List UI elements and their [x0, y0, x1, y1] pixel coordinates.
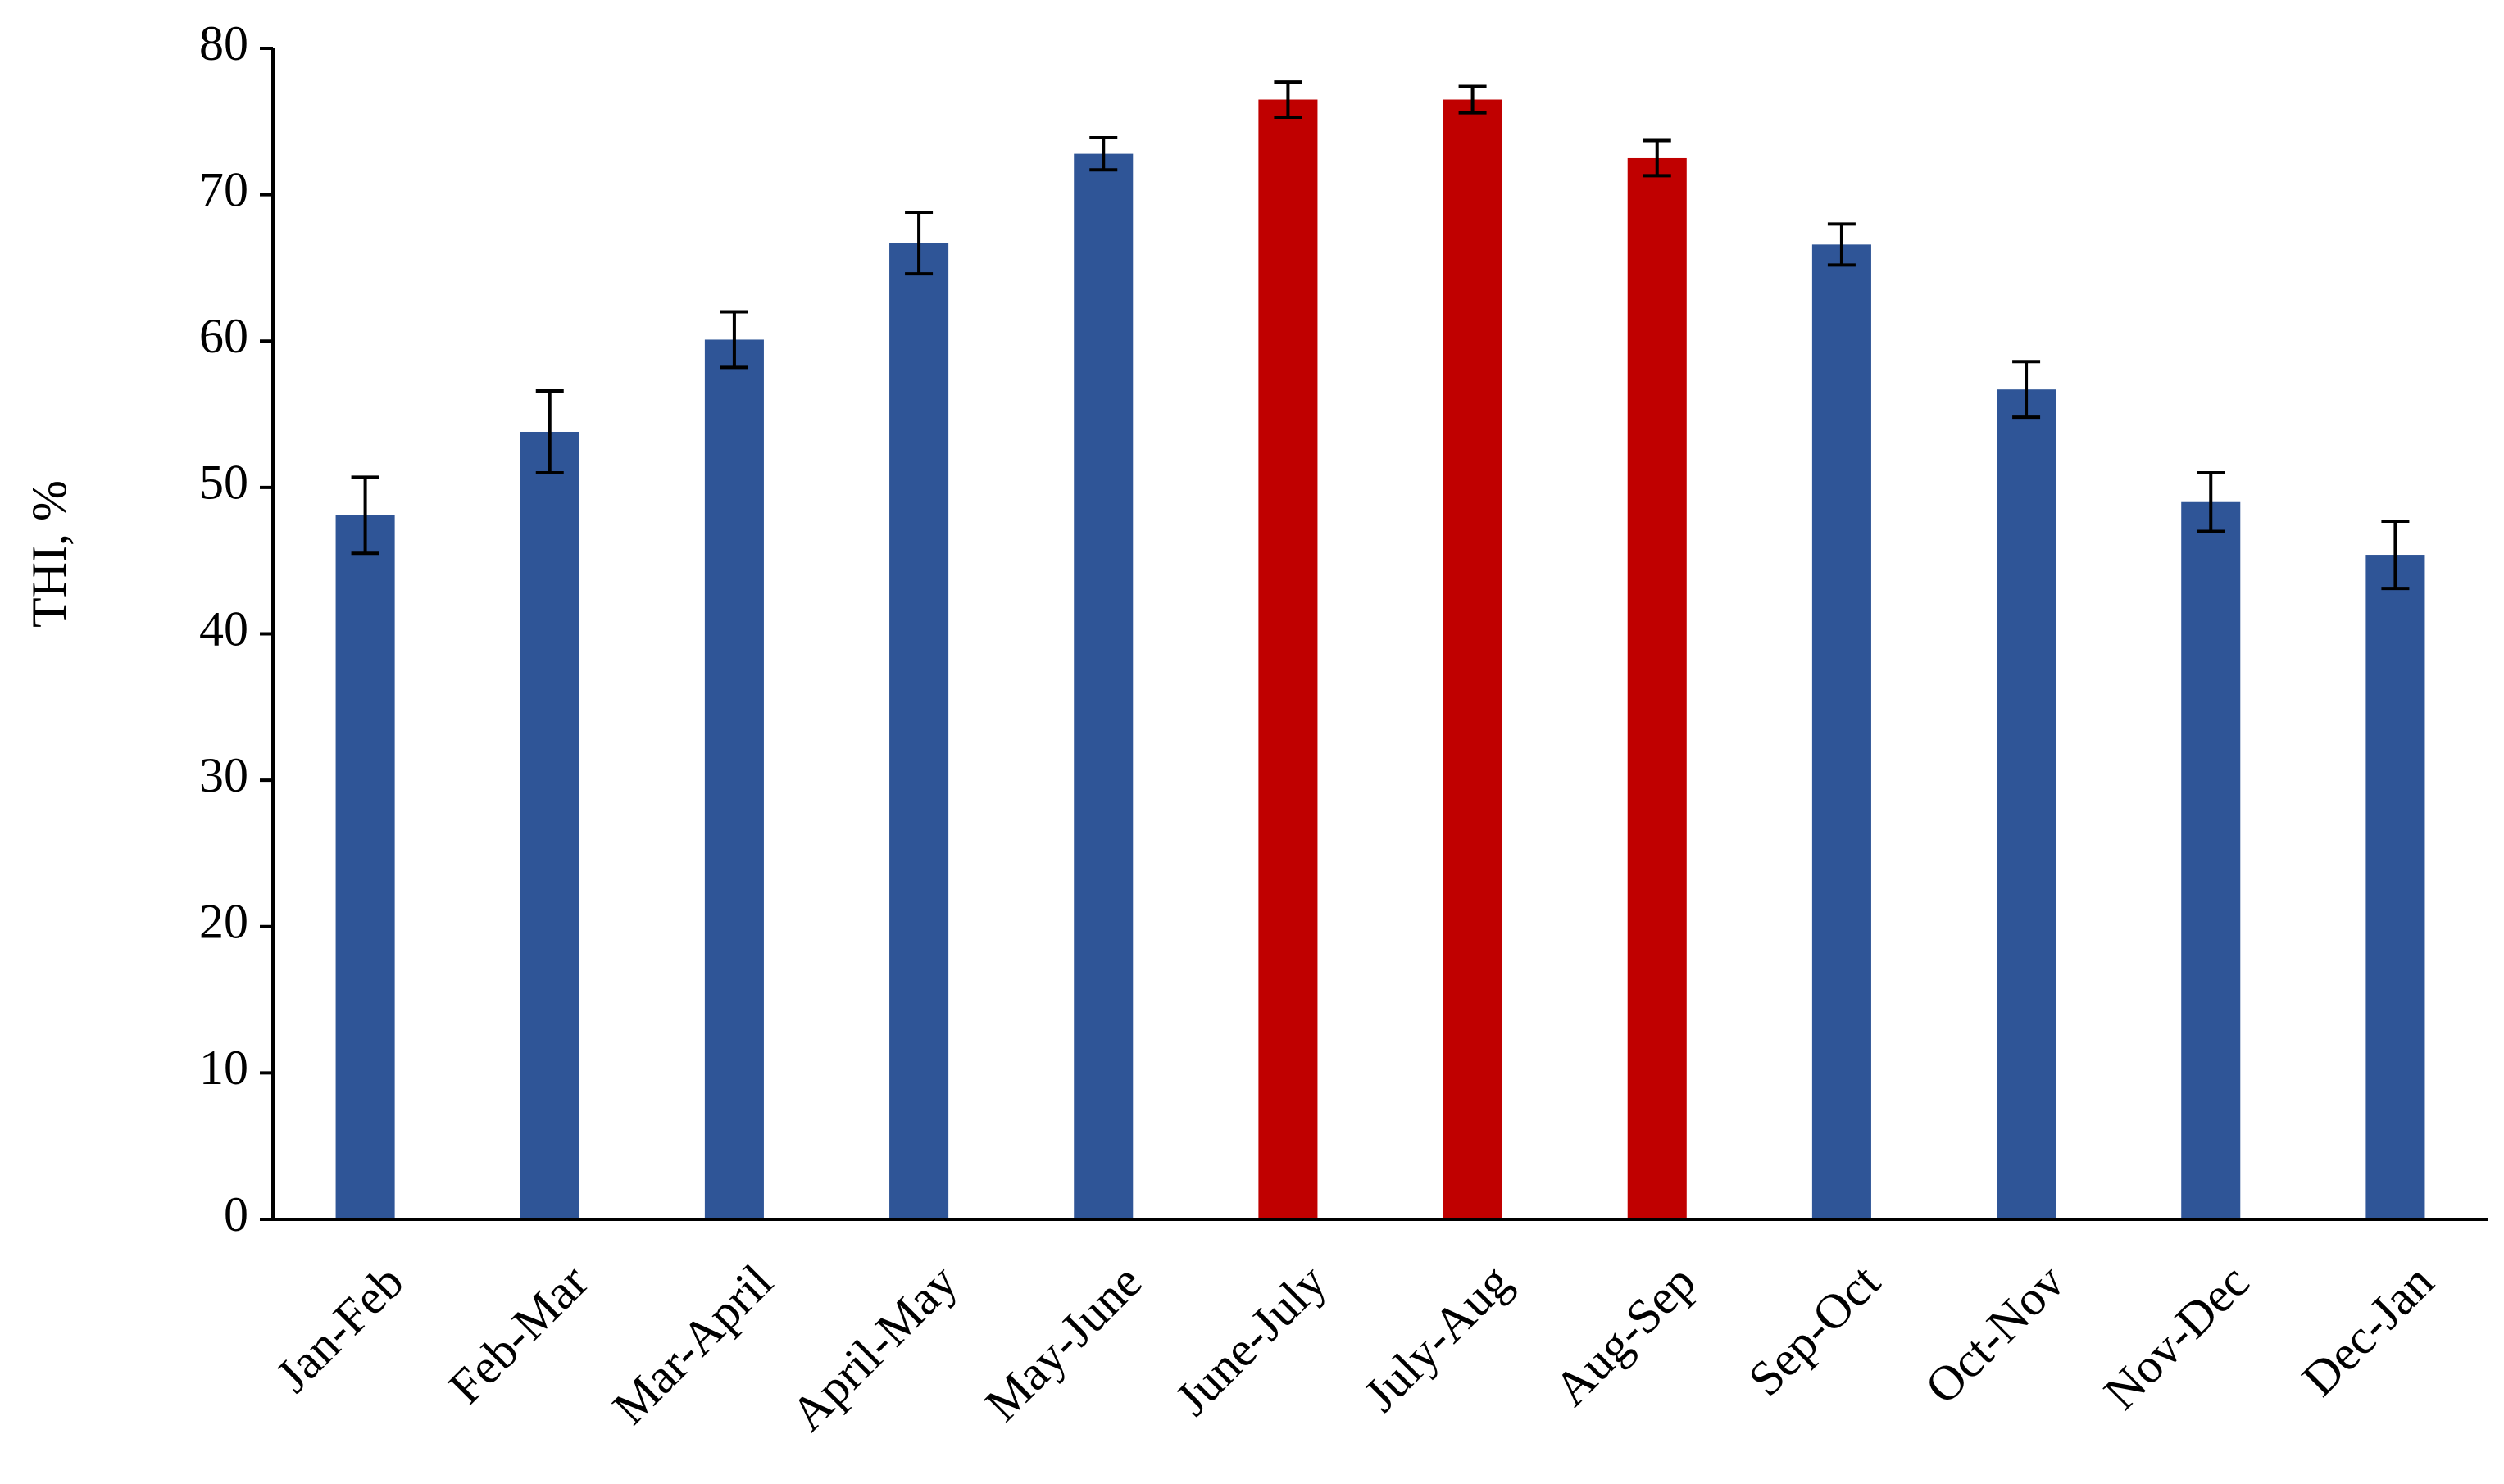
x-tick-label: May-June — [975, 1255, 1152, 1432]
error-bar — [1458, 84, 1487, 115]
x-tick-label: Oct-Nov — [1915, 1255, 2075, 1414]
bar — [520, 431, 579, 1219]
error-bar — [720, 310, 748, 370]
y-tick-label: 80 — [199, 16, 248, 70]
y-tick-label: 40 — [199, 601, 248, 656]
bar — [335, 515, 395, 1219]
bar — [1997, 389, 2056, 1219]
x-tick-label: Jan-Feb — [266, 1255, 414, 1403]
y-tick-label: 60 — [199, 309, 248, 363]
error-bar — [2381, 519, 2410, 591]
bar — [1443, 99, 1502, 1219]
bar — [1627, 157, 1687, 1219]
bar — [1811, 244, 1871, 1219]
x-tick-label: Feb-Mar — [439, 1255, 598, 1414]
error-bar — [351, 475, 379, 556]
bar — [2365, 555, 2425, 1219]
y-tick-label: 20 — [199, 895, 248, 949]
error-bar — [1827, 222, 1856, 267]
error-bar — [1643, 138, 1671, 178]
error-bar — [535, 388, 564, 475]
error-bar — [1274, 80, 1302, 119]
x-tick-label: Nov-Dec — [2093, 1255, 2259, 1420]
y-tick-label: 0 — [224, 1187, 248, 1241]
error-bar — [2197, 471, 2225, 533]
x-tick-label: Aug-Sep — [1543, 1255, 1706, 1417]
y-tick-label: 10 — [199, 1041, 248, 1095]
y-axis-label: THI, % — [22, 480, 76, 628]
bar — [1258, 99, 1318, 1219]
bar — [1074, 153, 1134, 1220]
bar — [704, 339, 764, 1219]
y-tick-label: 50 — [199, 456, 248, 510]
bar — [889, 243, 949, 1219]
x-tick-label: April-May — [780, 1255, 967, 1441]
x-tick-label: June-July — [1165, 1255, 1336, 1426]
x-tick-label: July-Aug — [1353, 1255, 1521, 1423]
y-tick-label: 30 — [199, 748, 248, 802]
error-bar — [1089, 135, 1118, 172]
x-tick-label: Dec-Jan — [2292, 1255, 2444, 1407]
error-bar — [2012, 360, 2041, 420]
x-tick-label: Mar-April — [602, 1255, 783, 1435]
error-bar — [905, 211, 934, 276]
y-tick-label: 70 — [199, 162, 248, 216]
x-tick-label: Sep-Oct — [1738, 1254, 1890, 1406]
bar — [2181, 501, 2241, 1219]
